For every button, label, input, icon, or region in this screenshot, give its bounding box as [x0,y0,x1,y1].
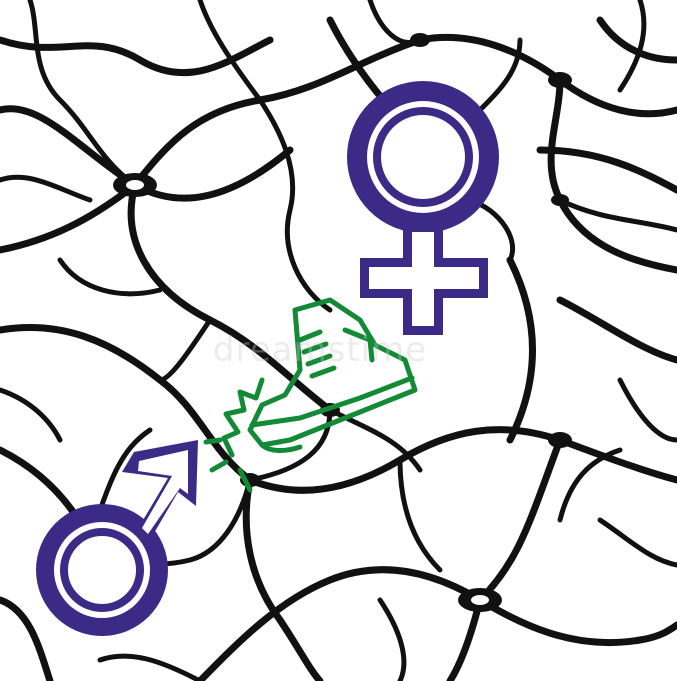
kicking-shoe-icon [203,297,418,493]
venus-symbol-icon [347,81,499,335]
mars-symbol-icon [36,440,198,636]
watermark-text: dreamstime [212,330,428,370]
